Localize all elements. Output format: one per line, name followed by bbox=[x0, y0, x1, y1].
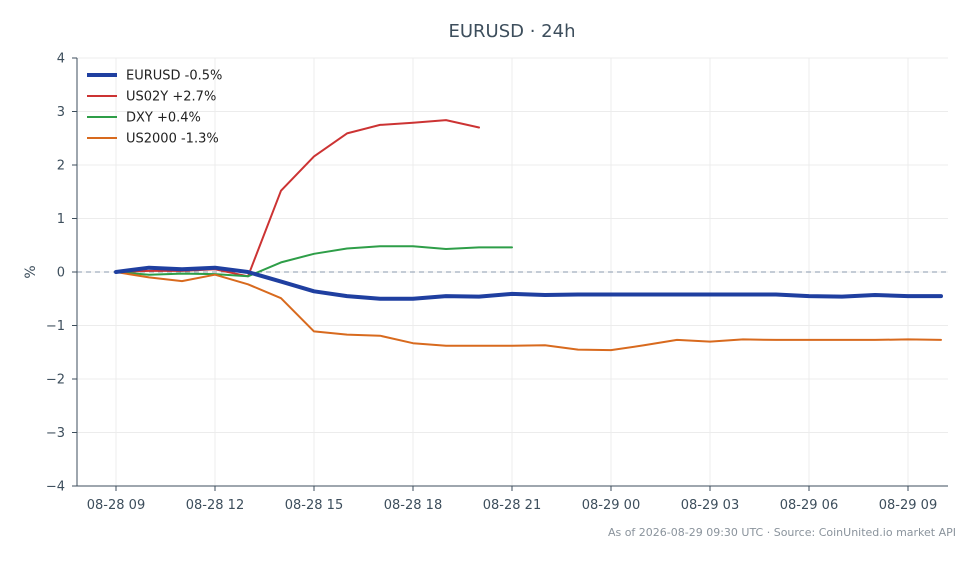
series-line-eurusd bbox=[114, 265, 943, 301]
x-tick-label: 08-28 15 bbox=[285, 498, 343, 513]
legend-label-us2000: US2000 -1.3% bbox=[126, 132, 219, 147]
x-tick-label: 08-28 21 bbox=[483, 498, 541, 513]
series-lines bbox=[114, 119, 943, 352]
x-tick-label: 08-28 18 bbox=[384, 498, 442, 513]
y-tick-label: −1 bbox=[46, 319, 65, 334]
axes: 4 3 2 1 0 −1 −2 −3 −4 08-28 09 08-28 12 08-28 15 08-… bbox=[46, 52, 948, 513]
x-tick-label: 08-29 03 bbox=[681, 498, 739, 513]
y-tick-label: 0 bbox=[57, 266, 65, 281]
legend-label-us02y: US02Y +2.7% bbox=[126, 90, 216, 105]
series-line-dxy bbox=[115, 245, 513, 278]
x-tick-label: 08-29 00 bbox=[582, 498, 640, 513]
x-tick-label: 08-28 09 bbox=[87, 498, 145, 513]
legend: EURUSD -0.5% US02Y +2.7% DXY +0.4% US2000 -… bbox=[87, 69, 222, 147]
legend-label-eurusd: EURUSD -0.5% bbox=[126, 69, 222, 84]
y-tick-label: 3 bbox=[57, 105, 65, 120]
series-line-us2000 bbox=[115, 271, 942, 352]
y-tick-label: 1 bbox=[57, 212, 65, 227]
x-tick-label: 08-29 06 bbox=[780, 498, 838, 513]
chart-title: EURUSD · 24h bbox=[449, 21, 576, 42]
y-tick-label: 4 bbox=[57, 52, 65, 67]
legend-label-dxy: DXY +0.4% bbox=[126, 111, 201, 126]
y-tick-label: −2 bbox=[46, 373, 65, 388]
y-tick-label: 2 bbox=[57, 159, 65, 174]
y-tick-label: −4 bbox=[46, 480, 65, 495]
y-tick-label: −3 bbox=[46, 426, 65, 441]
x-tick-label: 08-28 12 bbox=[186, 498, 244, 513]
source-footer: As of 2026-08-29 09:30 UTC · Source: Coi… bbox=[607, 526, 956, 539]
y-axis-label: % bbox=[23, 265, 39, 278]
x-tick-label: 08-29 09 bbox=[879, 498, 937, 513]
